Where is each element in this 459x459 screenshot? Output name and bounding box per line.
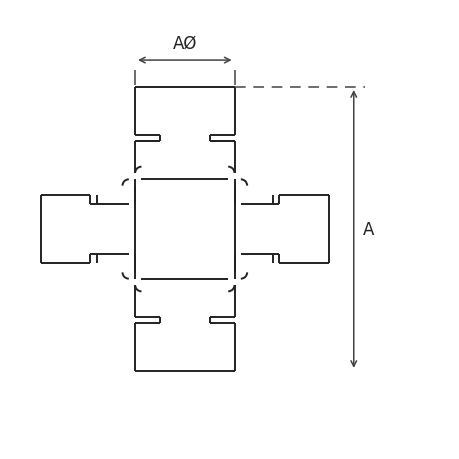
Text: AØ: AØ	[172, 35, 196, 53]
Text: A: A	[362, 220, 373, 239]
